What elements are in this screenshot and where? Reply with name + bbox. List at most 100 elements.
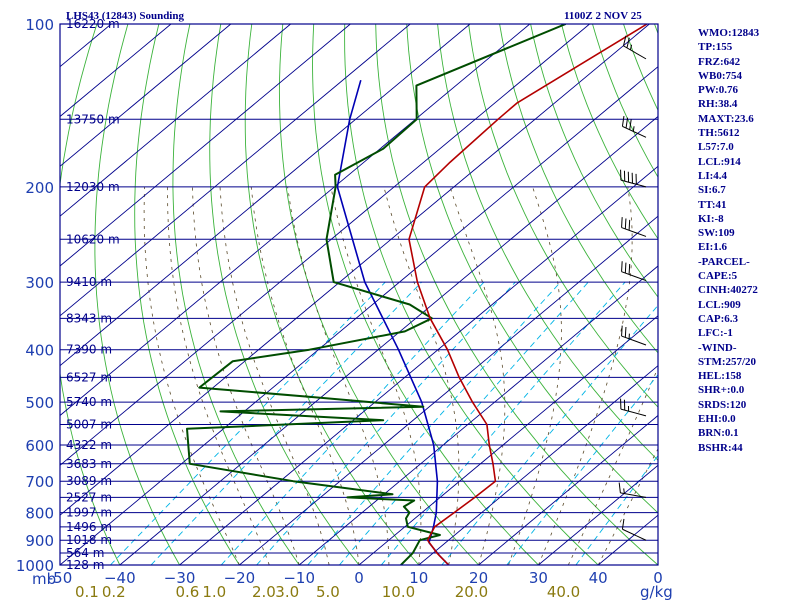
temperature-tick-label: −10	[283, 569, 315, 587]
mixing-ratio-tick-label: 0.1	[75, 583, 99, 600]
temperature-tick-label: 20	[469, 569, 488, 587]
height-label: 9410 m	[66, 275, 112, 289]
wind-barbs	[618, 35, 647, 541]
dry-adiabats	[60, 24, 658, 565]
mixing-ratio-line	[307, 281, 561, 565]
pressure-tick-label: 700	[25, 473, 54, 491]
isotherm-line	[60, 24, 531, 417]
index-item: BSHR:44	[698, 441, 743, 454]
index-item: BRN:0.1	[698, 427, 739, 440]
mixing-ratio-tick-label: 40.0	[547, 583, 580, 600]
isotherm-line	[60, 24, 291, 217]
dry-adiabat-line	[134, 24, 240, 565]
wind-barb-staff	[620, 408, 647, 417]
dry-adiabat-line	[437, 24, 658, 461]
dry-adiabat-line	[244, 24, 420, 565]
temperature-tick-label: −20	[224, 569, 256, 587]
height-label: 564 m	[66, 546, 104, 560]
isotherm-line	[538, 464, 658, 565]
isotherm-line	[60, 24, 590, 466]
pressure-tick-label: 400	[25, 342, 54, 360]
isotherm-line	[60, 24, 411, 317]
index-item: EHI:0.0	[698, 413, 736, 426]
wind-barb-flag	[626, 37, 630, 48]
wind-barb	[621, 115, 647, 138]
mixing-ratio-tick-label: 10.0	[382, 583, 415, 600]
wind-barb-half-flag	[623, 488, 625, 494]
wind-barb	[621, 261, 647, 282]
mixing-ratio-line	[380, 281, 626, 565]
dry-adiabat-line	[406, 24, 658, 514]
index-item: CINH:40272	[698, 284, 758, 297]
wind-barb-staff	[623, 45, 647, 60]
index-item: CAPE:5	[698, 270, 738, 283]
index-item: SW:109	[698, 227, 735, 240]
wind-barb-staff	[621, 227, 647, 237]
mixing-ratio-tick-label: 20.0	[455, 583, 488, 600]
wind-barb-staff	[622, 528, 647, 541]
index-item: RH:38.4	[698, 98, 738, 111]
isotherm-line	[478, 414, 658, 565]
mixing-ratio-tick-label: 5.0	[316, 583, 340, 600]
index-item: WB0:754	[698, 69, 742, 82]
wind-barb-flag	[625, 117, 629, 129]
wind-barb	[621, 325, 647, 346]
index-item: SI:6.7	[698, 184, 726, 197]
temperature-tick-label: -50	[48, 569, 73, 587]
dry-adiabat-line	[209, 24, 360, 565]
wind-barb-flag	[624, 326, 627, 338]
isotherm-line	[60, 66, 658, 565]
wind-barb-staff	[621, 271, 647, 282]
wind-barb-half-flag	[629, 44, 633, 50]
temperature-trace	[408, 24, 648, 565]
temperature-tick-label: −30	[164, 569, 196, 587]
index-item: LI:4.4	[698, 169, 728, 182]
wind-barb-staff	[622, 125, 647, 138]
index-item: L57:7.0	[698, 141, 734, 154]
height-label: 1496 m	[66, 520, 112, 534]
index-item: EI:1.6	[698, 241, 728, 254]
isotherm-line	[298, 265, 658, 565]
dry-adiabat-line	[344, 24, 599, 565]
pressure-tick-label: 900	[25, 532, 54, 550]
index-item: -WIND-	[698, 341, 737, 354]
pressure-tick-label: 1000	[16, 557, 54, 575]
index-item: LFC:-1	[698, 327, 733, 340]
dry-adiabat-line	[375, 24, 658, 565]
height-label: 7390 m	[66, 343, 112, 357]
dry-adiabat-line	[94, 24, 180, 565]
index-item: WMO:12843	[698, 27, 760, 39]
dry-adiabat-line	[468, 24, 658, 408]
dry-adiabat-line	[530, 24, 658, 298]
height-label: 4322 m	[66, 438, 112, 452]
isotherm-line	[60, 24, 172, 118]
dry-adiabat-line	[592, 24, 658, 178]
mixing-ratio-tick-label: 0.6	[175, 583, 199, 600]
mixing-ratio-line	[110, 281, 386, 565]
wind-barb-staff	[621, 335, 647, 346]
isotherm-line	[418, 365, 658, 565]
wind-barb-flag	[621, 217, 623, 228]
dewpoint-trace	[186, 24, 567, 565]
index-item: KI:-8	[698, 212, 724, 225]
index-item: SRDS:120	[698, 398, 747, 411]
mixing-ratio-tick-label: 2.0	[252, 583, 276, 600]
temperature-axis: -50 −40 −30 −20 −10 0 10 20 30 40 0	[48, 569, 663, 587]
wind-barb	[621, 518, 647, 541]
index-item: TH:5612	[698, 127, 740, 140]
height-label: 3089 m	[66, 474, 112, 488]
moist-adiabat-line	[508, 186, 562, 565]
pressure-tick-label: 100	[25, 16, 54, 34]
index-item: STM:257/20	[698, 355, 757, 368]
wind-barb-flag	[621, 518, 625, 530]
wind-barb-half-flag	[632, 126, 635, 132]
index-item: LCL:909	[698, 298, 741, 311]
wind-barb	[621, 217, 647, 237]
wind-barb-flag	[624, 218, 627, 229]
mixing-ratio-unit-label: g/kg	[640, 583, 673, 600]
dry-adiabat-line	[499, 24, 658, 354]
index-item: HEL:158	[698, 370, 742, 383]
mixing-ratio-line	[506, 374, 658, 565]
wind-barb-staff	[620, 492, 647, 498]
mixing-ratio-axis: 0.1 0.2 0.6 1.0 2.0 3.0 5.0 10.0 20.0 40.0	[75, 583, 580, 600]
